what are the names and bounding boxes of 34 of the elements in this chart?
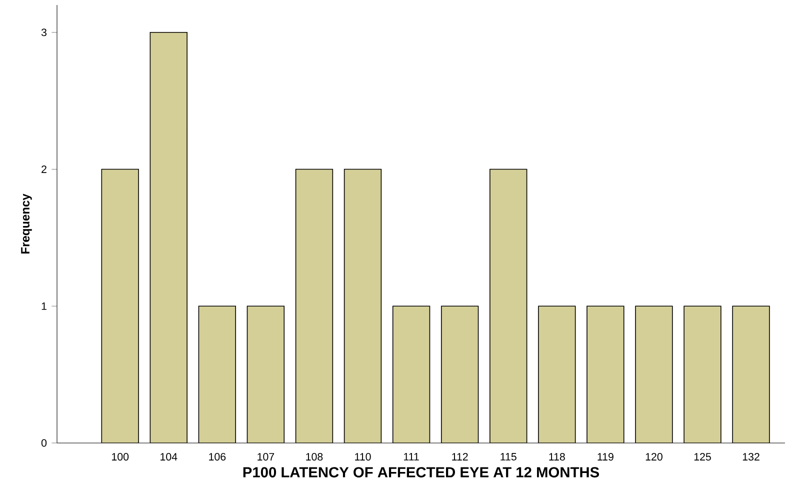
y-tick-label: 3 [41,28,46,36]
y-tick-label: 0 [41,439,47,447]
y-axis-title: Frequency [21,194,32,254]
x-tick-label: 111 [404,453,419,460]
bar [101,168,139,443]
bar [635,306,673,443]
x-tick-label: 125 [694,453,711,461]
bar [538,306,576,443]
x-tick-label: 112 [452,453,468,460]
x-tick-label: 110 [355,453,371,461]
y-tick-label: 2 [42,166,46,173]
bar [295,168,334,443]
x-tick-label: 118 [549,453,565,461]
x-axis-title: P100 LATENCY OF AFFECTED EYE AT 12 MONTHS [243,467,599,478]
bar [586,306,624,443]
x-tick-label: 119 [598,453,614,461]
bar [344,168,382,443]
x-tick-label: 104 [160,453,178,461]
x-tick-label: 100 [112,453,129,461]
x-tick-label: 106 [209,453,226,461]
bar [440,306,479,443]
x-tick-label: 132 [742,453,760,461]
x-tick-label: 108 [306,453,323,461]
bar [490,168,528,443]
bar [246,306,285,443]
x-tick-label: 120 [646,453,662,461]
y-tick-label: 1 [42,302,46,310]
bar [392,306,430,443]
bar [150,32,188,443]
x-tick-label: 115 [500,453,516,460]
x-tick-label: 107 [258,453,274,461]
bar [684,306,722,443]
bar [732,306,770,443]
bar [198,306,236,443]
